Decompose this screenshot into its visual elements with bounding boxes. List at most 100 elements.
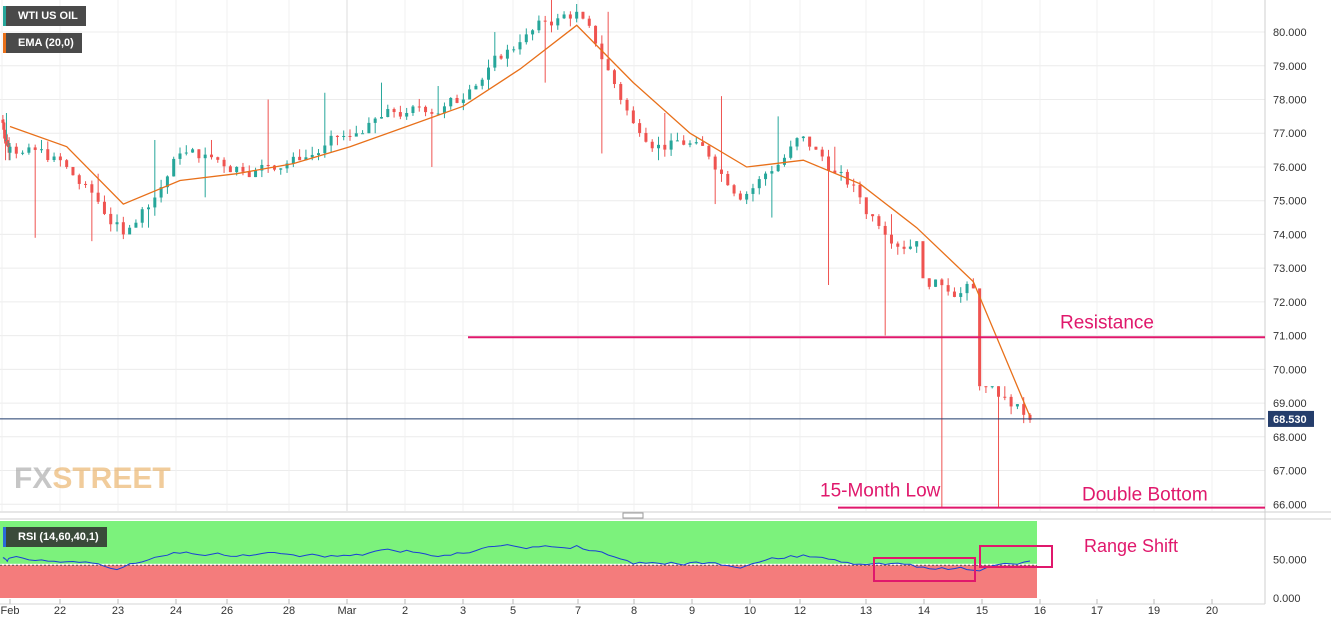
candle-body	[335, 135, 339, 138]
candle-body	[952, 291, 956, 297]
candle-body	[3, 129, 7, 139]
candle-body	[946, 285, 950, 292]
candle-body	[58, 156, 62, 161]
time-tick-label: 16	[1034, 605, 1046, 615]
candle-body	[310, 154, 314, 158]
candle-body	[480, 79, 484, 86]
rsi-line	[2, 544, 1031, 572]
candle-body	[436, 113, 440, 115]
candle-body	[128, 227, 132, 235]
candle-body	[871, 214, 875, 217]
candle-body	[562, 14, 566, 19]
candle-body	[392, 109, 396, 113]
candle-body	[959, 293, 963, 297]
candle-body	[216, 157, 220, 160]
price-tick-label: 72.000	[1273, 297, 1307, 309]
candle-body	[858, 184, 862, 198]
time-tick-label: 17	[1091, 605, 1103, 615]
candle-body	[726, 173, 730, 186]
symbol-legend[interactable]: WTI US OIL	[3, 6, 86, 26]
candle-body	[1009, 396, 1013, 407]
ema-legend[interactable]: EMA (20,0)	[3, 33, 82, 53]
time-tick-label: 22	[54, 605, 66, 615]
candle-body	[587, 18, 591, 26]
candle-body	[934, 279, 938, 287]
candle-body	[883, 225, 887, 235]
candle-body	[5, 139, 9, 146]
candle-body	[1015, 404, 1019, 407]
symbol-legend-label: WTI US OIL	[18, 10, 78, 22]
time-tick-label: 23	[112, 605, 124, 615]
candle-body	[165, 176, 169, 188]
current-price-tag	[1268, 410, 1314, 427]
candle-body	[153, 197, 157, 208]
candle-body	[8, 146, 12, 153]
price-tick-label: 77.000	[1273, 128, 1307, 140]
time-tick-label: 9	[689, 605, 695, 615]
candle-body	[474, 85, 478, 90]
candle-body	[304, 157, 308, 161]
candle-body	[386, 109, 390, 118]
candle-body	[820, 149, 824, 157]
candle-body	[770, 171, 774, 174]
candle-body	[2, 122, 6, 130]
candle-body	[518, 42, 522, 50]
candle-body	[1003, 396, 1007, 398]
candle-body	[606, 59, 610, 71]
candle-body	[121, 222, 125, 235]
time-tick-label: 10	[744, 605, 756, 615]
price-tick-label: 78.000	[1273, 95, 1307, 107]
fifteen-month-low-label: 15-Month Low	[820, 481, 941, 502]
candle-body	[512, 49, 516, 51]
candle-body	[379, 117, 383, 119]
candle-body	[342, 135, 346, 138]
candle-body	[908, 246, 912, 249]
time-tick-label: 14	[918, 605, 930, 615]
candle-body	[675, 140, 679, 142]
candle-body	[1028, 414, 1032, 420]
candle-body	[455, 97, 459, 103]
candle-body	[549, 21, 553, 26]
candle-body	[984, 386, 988, 388]
candle-body	[417, 106, 421, 108]
candle-body	[65, 160, 69, 167]
candle-body	[833, 170, 837, 173]
candle-body	[713, 156, 717, 170]
time-tick-label: 5	[510, 605, 516, 615]
candle-body	[757, 179, 761, 189]
candle-body	[965, 283, 969, 294]
time-tick-label: 19	[1148, 605, 1160, 615]
time-tick-label: 20	[1206, 605, 1218, 615]
candle-body	[738, 193, 742, 200]
candle-body	[184, 152, 188, 154]
rsi-tick-label: 50.000	[1273, 555, 1307, 567]
candle-body	[657, 144, 661, 149]
candle-body	[663, 144, 667, 150]
ema-legend-label: EMA (20,0)	[18, 37, 74, 49]
time-tick-label: 2	[402, 605, 408, 615]
range-shift-box-old	[873, 557, 976, 582]
candle-body	[27, 147, 31, 153]
rsi-legend[interactable]: RSI (14,60,40,1)	[3, 527, 107, 547]
candle-body	[997, 386, 1001, 397]
time-tick-label: 13	[860, 605, 872, 615]
candle-body	[461, 99, 465, 103]
time-tick-label: Mar	[338, 605, 357, 615]
fxstreet-watermark: FXSTREET	[14, 462, 171, 496]
candle-body	[688, 143, 692, 145]
candle-body	[669, 140, 673, 150]
candle-body	[782, 157, 786, 165]
candle-body	[612, 70, 616, 85]
candle-body	[102, 201, 106, 214]
candle-body	[222, 159, 226, 167]
candle-body	[568, 14, 572, 19]
price-tick-label: 76.000	[1273, 162, 1307, 174]
price-tick-label: 68.000	[1273, 432, 1307, 444]
rsi-legend-label: RSI (14,60,40,1)	[18, 531, 99, 543]
candle-body	[839, 171, 843, 173]
candle-body	[707, 145, 711, 157]
candle-body	[33, 147, 37, 150]
rsi-oversold-zone	[0, 565, 1037, 598]
price-tick-label: 71.000	[1273, 331, 1307, 343]
